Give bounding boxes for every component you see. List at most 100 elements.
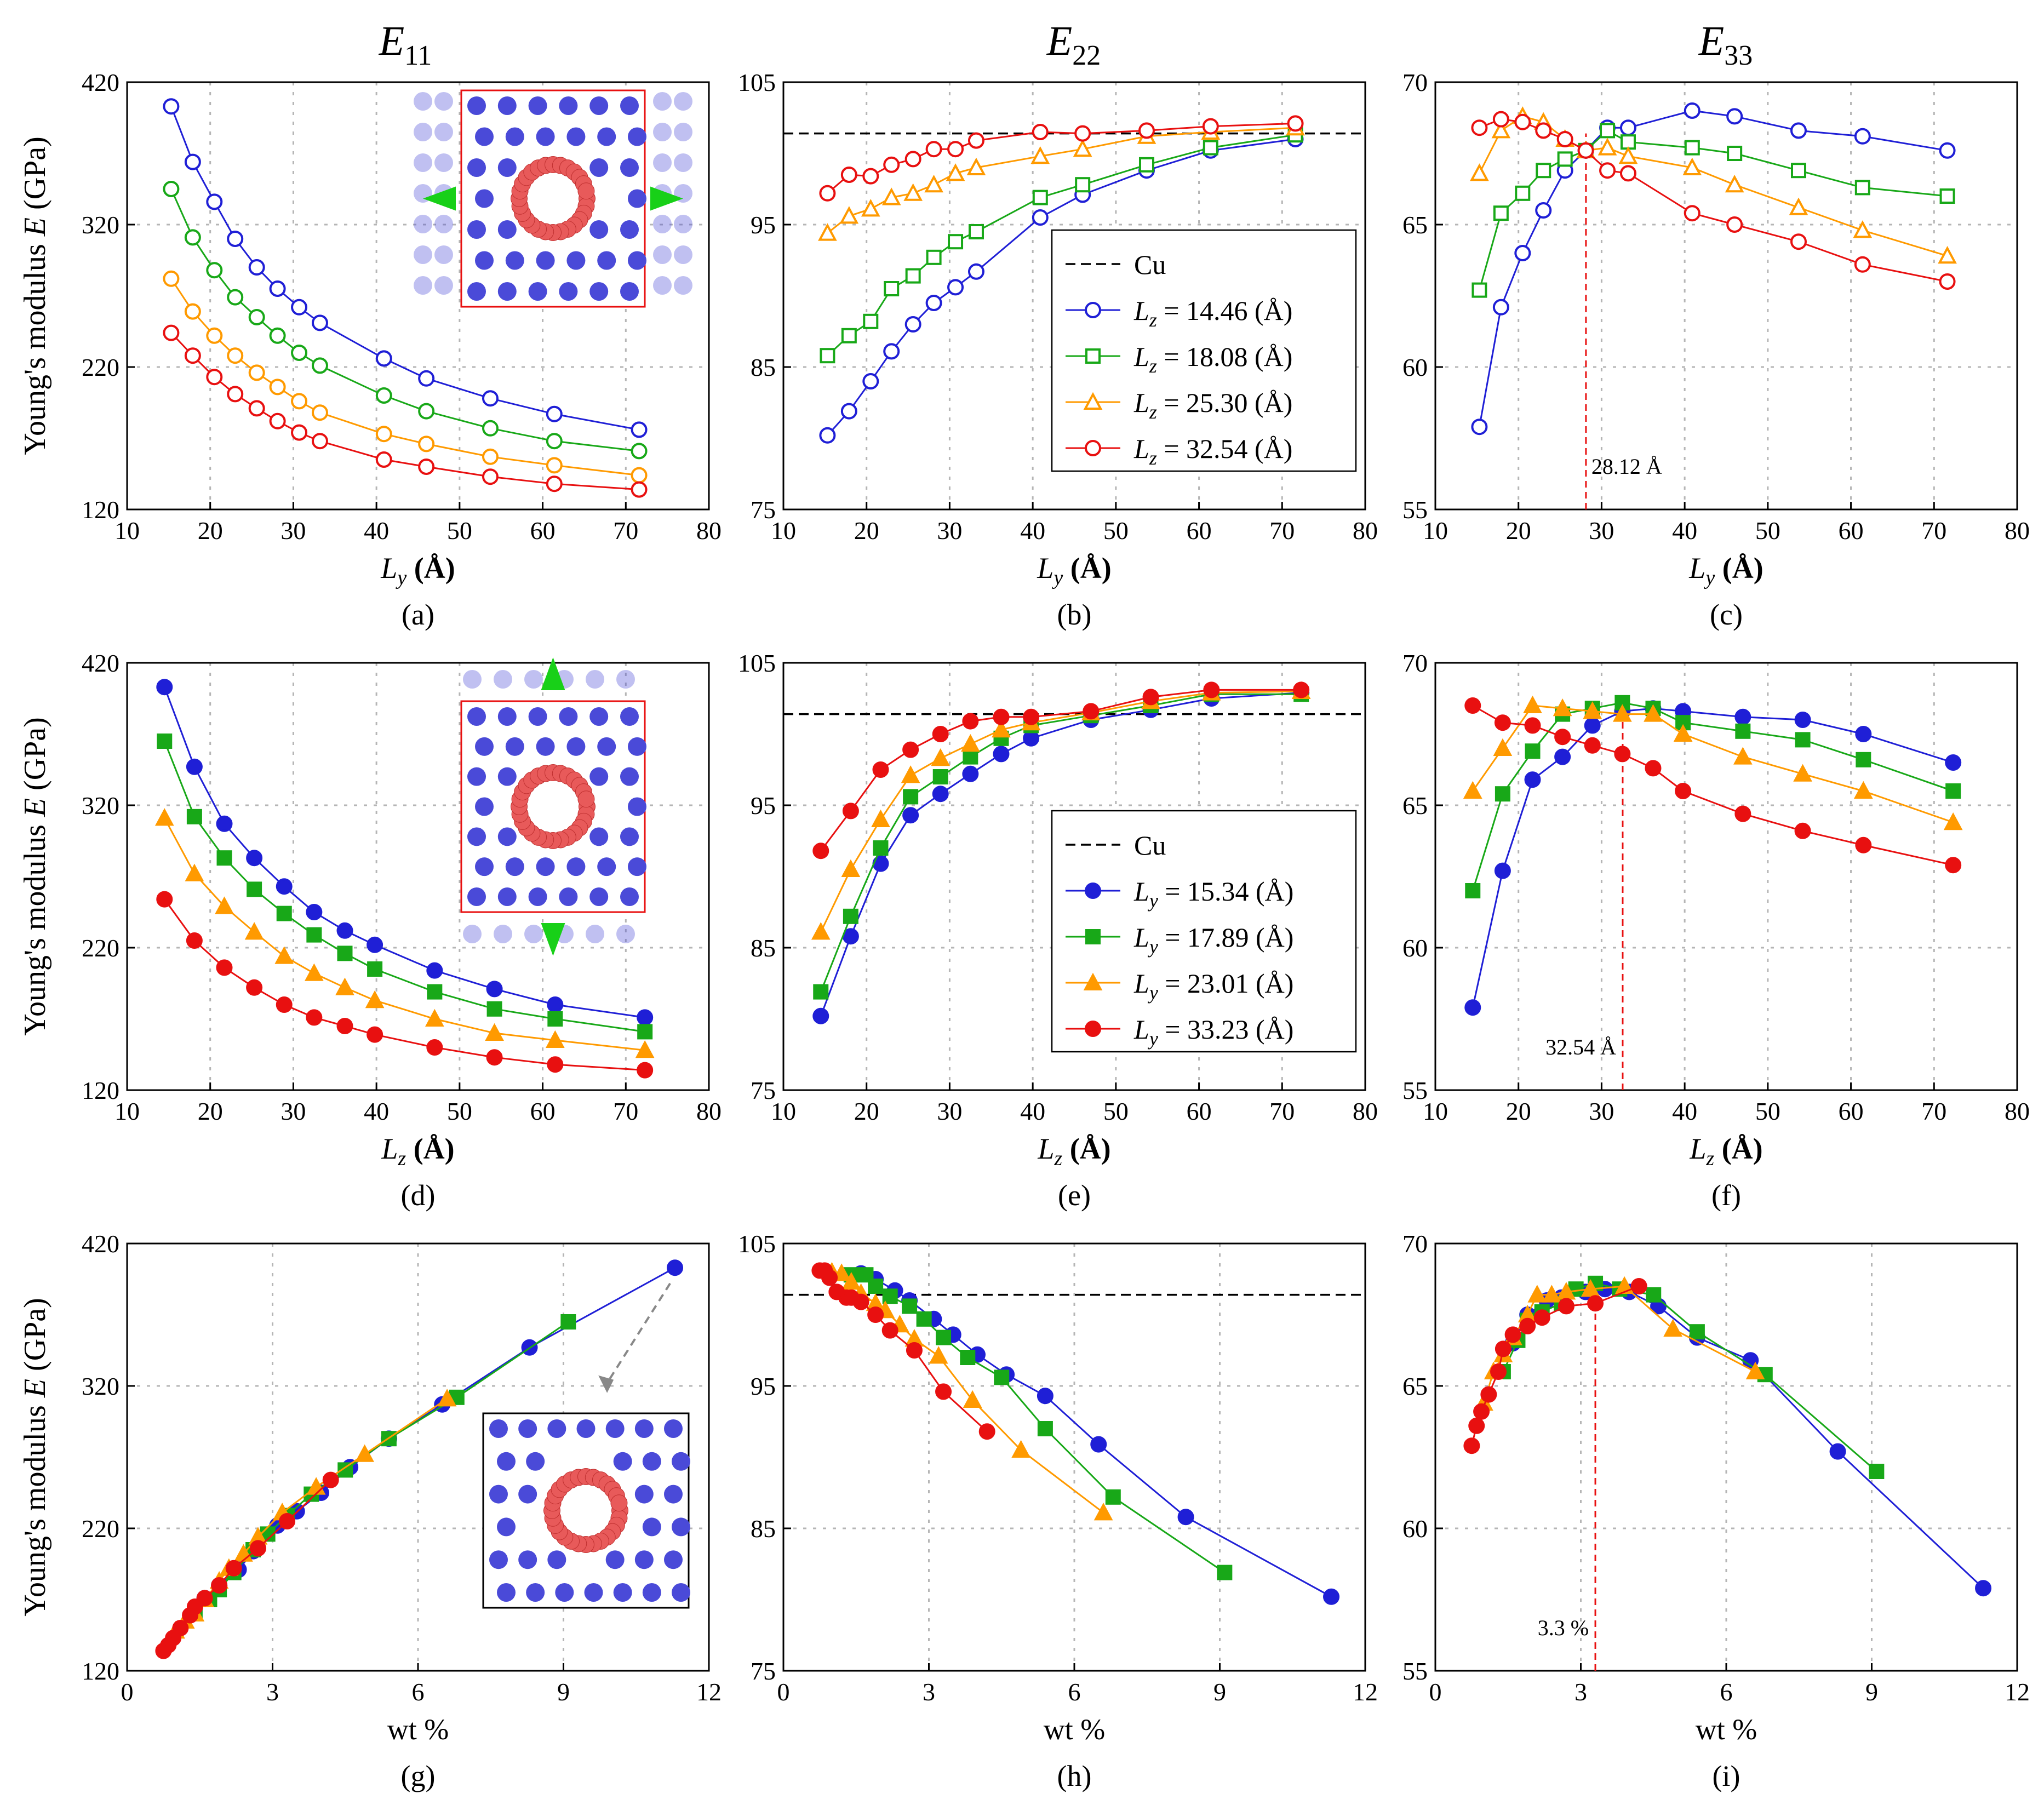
atom — [628, 251, 646, 270]
x-tick-label: 9 — [1213, 1678, 1226, 1706]
data-point — [375, 451, 392, 468]
atom-faded — [586, 925, 604, 943]
atom-faded — [463, 670, 482, 689]
atom — [497, 220, 517, 239]
legend-subscript: y — [1148, 890, 1158, 912]
x-axis-symbol: L — [1688, 552, 1705, 585]
data-point — [841, 328, 857, 343]
data-point — [1463, 781, 1482, 799]
atom — [620, 158, 639, 177]
data-point — [1494, 714, 1511, 731]
data-point — [1725, 174, 1744, 193]
y-axis-label: Young's modulus E (GPa) — [18, 136, 52, 455]
y-tick-label: 95 — [751, 1372, 776, 1400]
optimum-marker-label: 28.12 Å — [1591, 454, 1662, 479]
inset-frame — [482, 1412, 690, 1609]
x-axis-symbol: L — [1689, 1132, 1706, 1165]
atom — [467, 96, 486, 115]
x-axis-label: wt % — [1044, 1713, 1105, 1746]
atom — [536, 737, 555, 756]
atom — [589, 887, 609, 906]
data-point — [186, 809, 202, 824]
legend-symbol: L — [1133, 295, 1149, 326]
atom — [497, 158, 517, 177]
data-point — [157, 734, 173, 749]
atom — [528, 887, 547, 906]
data-point — [1202, 118, 1219, 135]
arrow-down-icon — [541, 923, 565, 956]
data-point — [637, 1062, 654, 1079]
data-point — [1734, 805, 1751, 822]
x-tick-label: 80 — [2005, 517, 2030, 545]
x-axis-symbol: L — [1037, 1132, 1054, 1165]
data-point — [1663, 1319, 1682, 1337]
data-point — [367, 961, 383, 977]
panel-label: (b) — [1057, 598, 1092, 631]
y-tick-label: 105 — [738, 649, 776, 677]
atom — [628, 857, 646, 876]
y-tick-label: 55 — [1402, 1657, 1428, 1685]
data-point — [1554, 729, 1571, 746]
series-green — [1495, 1275, 1885, 1479]
optimum-marker-label: 3.3 % — [1538, 1615, 1589, 1640]
data-point — [437, 1389, 457, 1407]
data-point — [269, 412, 286, 429]
data-point — [1600, 123, 1616, 139]
data-point — [1689, 1324, 1705, 1340]
data-point — [1093, 1503, 1113, 1521]
data-point — [819, 427, 836, 444]
plot-frame — [126, 81, 710, 511]
x-tick-label: 10 — [114, 517, 140, 545]
atom-faded — [653, 123, 672, 141]
x-tick-label: 80 — [1353, 1097, 1378, 1125]
x-axis-unit: (Å) — [1063, 552, 1111, 585]
data-point — [967, 132, 984, 149]
atom — [475, 737, 494, 756]
data-point — [1939, 188, 1955, 204]
atom — [620, 282, 639, 301]
data-point — [336, 922, 353, 939]
data-point — [337, 946, 353, 961]
atom — [672, 1583, 690, 1602]
data-point — [840, 167, 857, 183]
x-tick-label: 60 — [1839, 1097, 1864, 1125]
y-tick-label: 70 — [1402, 1230, 1428, 1258]
data-point — [1553, 698, 1572, 717]
series-green — [163, 181, 648, 460]
legend-label: Lz = 25.30 (Å) — [1133, 387, 1292, 423]
data-point — [1490, 1363, 1507, 1380]
data-point — [274, 946, 294, 964]
x-tick-label: 3 — [923, 1678, 935, 1706]
data-point — [248, 309, 265, 325]
atom — [620, 707, 639, 726]
atom — [589, 220, 609, 239]
data-point — [248, 259, 265, 276]
atom-faded — [616, 670, 635, 689]
x-axis-label: Lz (Å) — [381, 1132, 454, 1170]
data-point — [881, 1322, 898, 1339]
atom-faded — [674, 215, 692, 233]
data-point — [901, 765, 920, 783]
plot-frame — [126, 662, 710, 1091]
x-tick-label: 70 — [1921, 517, 1946, 545]
y-tick-label: 420 — [82, 649, 119, 677]
legend-label: Ly = 33.23 (Å) — [1133, 1014, 1293, 1050]
data-point — [227, 347, 244, 364]
x-tick-label: 70 — [1269, 517, 1295, 545]
atom — [559, 887, 578, 906]
data-point — [248, 400, 265, 417]
x-tick-label: 70 — [613, 1097, 638, 1125]
data-point — [1794, 712, 1811, 728]
plot-frame — [1434, 662, 2018, 1091]
atom — [497, 282, 517, 301]
x-tick-label: 50 — [1755, 1097, 1780, 1125]
data-point — [1869, 1464, 1885, 1479]
y-tick-label: 105 — [738, 68, 776, 96]
x-tick-label: 20 — [198, 1097, 223, 1125]
data-point — [1794, 822, 1811, 839]
data-point — [862, 373, 879, 389]
atom — [505, 251, 524, 270]
data-point — [962, 713, 979, 730]
